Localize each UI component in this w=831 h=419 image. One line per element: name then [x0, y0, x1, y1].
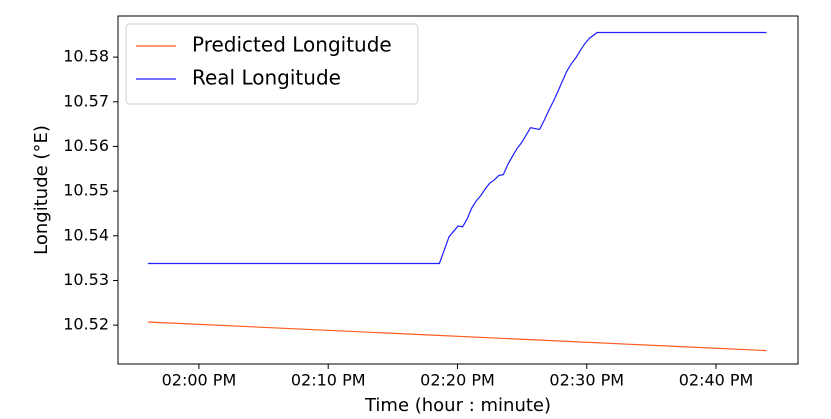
x-tick-label: 02:10 PM [291, 371, 366, 390]
y-tick-label: 10.58 [63, 47, 109, 66]
x-tick-label: 02:30 PM [549, 371, 624, 390]
legend-label: Predicted Longitude [192, 33, 392, 57]
y-tick-label: 10.52 [63, 315, 109, 334]
data-line [147, 321, 767, 352]
x-tick-label: 02:40 PM [679, 371, 754, 390]
plot-frame [117, 15, 799, 365]
x-tick-label: 02:20 PM [420, 371, 495, 390]
x-axis-label: Time (hour : minute) [364, 395, 551, 416]
legend-label: Real Longitude [192, 66, 341, 90]
y-tick-label: 10.53 [63, 270, 109, 289]
y-tick-label: 10.57 [63, 91, 109, 110]
x-tick-label: 02:00 PM [162, 371, 237, 390]
y-axis-label: Longitude (°E) [31, 125, 52, 255]
y-tick-label: 10.55 [63, 181, 109, 200]
y-tick-label: 10.54 [63, 225, 109, 244]
legend-box [125, 23, 419, 105]
y-tick-label: 10.56 [63, 136, 109, 155]
data-line [147, 31, 767, 265]
